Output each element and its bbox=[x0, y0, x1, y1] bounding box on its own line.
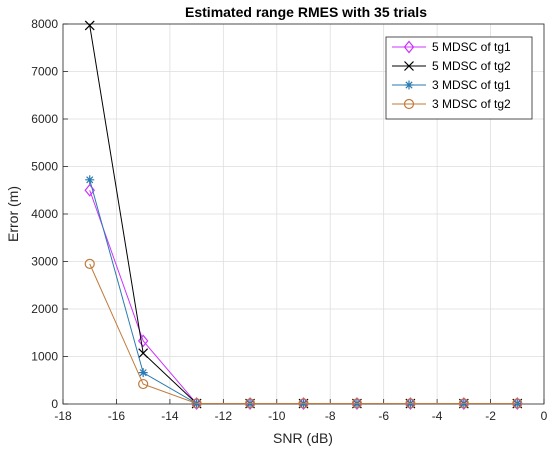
axis-ticks: -18 -16 -14 -12 -10 -8 -6 -4 -2 0 0 1000 2000 3000 400… bbox=[31, 17, 547, 423]
x-tick-label: -18 bbox=[54, 409, 72, 423]
series-line bbox=[89, 190, 518, 405]
y-tick-label: 1000 bbox=[31, 350, 58, 364]
data-point-x-marker bbox=[138, 348, 149, 359]
data-point-circle-marker bbox=[191, 398, 202, 409]
data-point-circle-marker bbox=[405, 398, 416, 409]
data-point-circle-marker bbox=[403, 98, 415, 110]
data-point-circle-marker bbox=[458, 398, 469, 409]
x-tick-label: -4 bbox=[432, 409, 443, 423]
x-tick-label: -12 bbox=[215, 409, 233, 423]
x-tick-label: -2 bbox=[485, 409, 496, 423]
x-tick-label: -16 bbox=[108, 409, 126, 423]
y-tick-label: 7000 bbox=[31, 65, 58, 79]
data-point-circle-marker bbox=[84, 258, 95, 269]
legend-label: 5 MDSC of tg2 bbox=[432, 59, 511, 73]
data-point-diamond-marker bbox=[244, 397, 256, 410]
x-tick-label: -10 bbox=[268, 409, 286, 423]
data-point-diamond-marker bbox=[458, 397, 470, 410]
legend-entry: 3 MDSC of tg1 bbox=[392, 78, 511, 92]
data-point-circle-marker bbox=[138, 378, 149, 390]
y-tick-label: 2000 bbox=[31, 302, 58, 316]
data-point-asterisk-marker bbox=[404, 80, 414, 90]
data-point-asterisk-marker bbox=[512, 399, 522, 409]
data-point-asterisk-marker bbox=[138, 368, 148, 378]
y-tick-label: 6000 bbox=[31, 112, 58, 126]
series-3 bbox=[85, 175, 522, 409]
y-tick-label: 4000 bbox=[31, 207, 58, 221]
series-line bbox=[89, 179, 518, 405]
legend-entry: 3 MDSC of tg2 bbox=[392, 97, 511, 111]
y-tick-label: 3000 bbox=[31, 255, 58, 269]
series-lines bbox=[84, 20, 523, 410]
series-line bbox=[89, 263, 518, 405]
x-tick-label: -14 bbox=[161, 409, 179, 423]
data-point-circle-marker bbox=[244, 398, 256, 409]
data-point-circle-marker bbox=[351, 398, 363, 409]
data-point-diamond-marker bbox=[405, 397, 416, 410]
x-tick-label: 0 bbox=[541, 409, 548, 423]
data-point-diamond-marker bbox=[351, 397, 363, 410]
legend: 5 MDSC of tg1 5 MDSC of tg2 3 MDSC of tg1 3… bbox=[385, 36, 533, 120]
data-point-x-marker bbox=[404, 61, 414, 71]
data-point-asterisk-marker bbox=[85, 175, 95, 185]
data-point-diamond-marker bbox=[512, 397, 523, 410]
data-point-diamond-marker bbox=[137, 334, 149, 348]
data-point-diamond-marker bbox=[84, 183, 95, 197]
x-tick-label: -8 bbox=[325, 409, 336, 423]
chart-title: Estimated range RMES with 35 trials bbox=[185, 4, 427, 20]
x-tick-label: -6 bbox=[378, 409, 389, 423]
y-tick-label: 0 bbox=[51, 397, 58, 411]
data-point-diamond-marker bbox=[298, 397, 309, 410]
data-point-x-marker bbox=[84, 20, 95, 31]
legend-label: 3 MDSC of tg1 bbox=[432, 78, 511, 92]
series-1 bbox=[84, 183, 523, 410]
legend-entry: 5 MDSC of tg1 bbox=[392, 40, 511, 54]
y-tick-label: 8000 bbox=[31, 17, 58, 31]
y-tick-label: 5000 bbox=[31, 160, 58, 174]
series-4 bbox=[84, 258, 523, 409]
data-point-circle-marker bbox=[512, 398, 523, 409]
data-point-diamond-marker bbox=[403, 40, 415, 54]
x-axis-title: SNR (dB) bbox=[273, 430, 333, 446]
data-point-circle-marker bbox=[298, 398, 309, 409]
legend-entry: 5 MDSC of tg2 bbox=[392, 59, 511, 73]
legend-label: 5 MDSC of tg1 bbox=[432, 40, 511, 54]
legend-label: 3 MDSC of tg2 bbox=[432, 97, 511, 111]
y-axis-title: Error (m) bbox=[5, 186, 21, 242]
